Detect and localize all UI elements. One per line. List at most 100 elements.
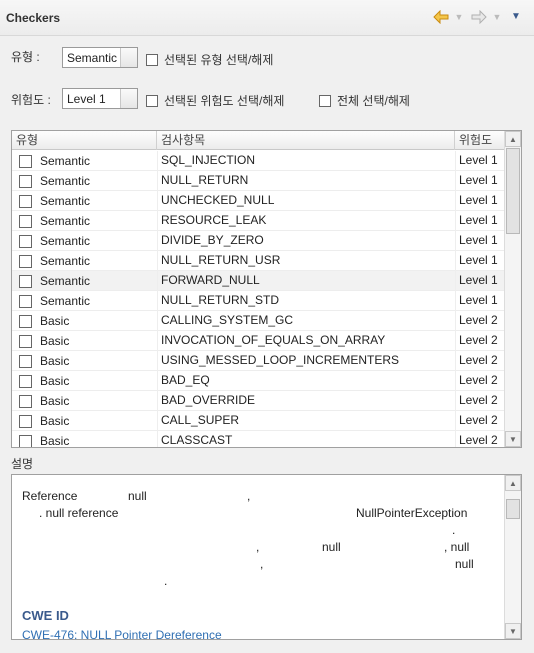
description-scrollbar[interactable]: ▲ ▼ (504, 475, 521, 639)
row-type: Semantic (40, 193, 91, 208)
view-title: Checkers (6, 11, 61, 25)
description-text: NullPointerException (356, 506, 468, 520)
chevron-down-icon[interactable]: ▼ (511, 11, 521, 22)
table-row[interactable]: Basic INVOCATION_OF_EQUALS_ON_ARRAY Level … (12, 331, 505, 351)
row-checker-name: NULL_RETURN_STD (161, 293, 280, 307)
cwe-link[interactable]: CWE-476: NULL Pointer Dereference (22, 628, 222, 640)
row-level: Level 1 (459, 193, 498, 207)
row-level: Level 2 (459, 353, 498, 367)
type-filter-row: 유형 : (11, 48, 40, 65)
table-row[interactable]: Basic BAD_OVERRIDE Level 2 (12, 391, 505, 411)
type-combo[interactable]: Semantic (62, 47, 138, 68)
table-row[interactable]: Semantic NULL_RETURN Level 1 (12, 171, 505, 191)
all-toggle[interactable]: 전체 선택/해제 (319, 92, 410, 109)
row-checker-name: BAD_OVERRIDE (161, 393, 256, 407)
row-checkbox[interactable] (19, 194, 32, 208)
row-type-cell: Basic (12, 411, 153, 431)
row-checkbox[interactable] (19, 334, 32, 348)
table-row[interactable]: Semantic RESOURCE_LEAK Level 1 (12, 211, 505, 231)
scroll-thumb[interactable] (506, 148, 520, 234)
row-level: Level 1 (459, 213, 498, 227)
combo-arrow-icon[interactable] (120, 48, 137, 67)
scroll-down-icon[interactable]: ▼ (505, 431, 521, 447)
row-checkbox[interactable] (19, 234, 32, 248)
arrow-right-icon[interactable] (470, 9, 488, 25)
row-checkbox[interactable] (19, 394, 32, 408)
row-checkbox[interactable] (19, 354, 32, 368)
arrow-left-icon[interactable] (432, 9, 450, 25)
table-row[interactable]: Semantic UNCHECKED_NULL Level 1 (12, 191, 505, 211)
description-text: null (455, 557, 474, 571)
row-checker-name: UNCHECKED_NULL (161, 193, 275, 207)
row-type: Semantic (40, 293, 91, 308)
column-header-type[interactable]: 유형 (12, 131, 157, 150)
all-toggle-checkbox[interactable] (319, 94, 331, 107)
description-text: , (247, 489, 251, 503)
row-type-cell: Basic (12, 371, 153, 391)
row-level: Level 1 (459, 173, 498, 187)
row-type: Basic (40, 353, 70, 368)
risk-toggle-checkbox[interactable] (146, 94, 158, 107)
row-type: Basic (40, 413, 70, 428)
row-checker-name: NULL_RETURN_USR (161, 253, 281, 267)
table-row[interactable]: Semantic SQL_INJECTION Level 1 (12, 151, 505, 171)
column-header-checker[interactable]: 검사항목 (157, 131, 455, 150)
scroll-up-icon[interactable]: ▲ (505, 131, 521, 147)
row-checkbox[interactable] (19, 314, 32, 328)
combo-arrow-icon[interactable] (120, 89, 137, 108)
type-toggle[interactable]: 선택된 유형 선택/해제 (146, 51, 273, 68)
table-row[interactable]: Semantic DIVIDE_BY_ZERO Level 1 (12, 231, 505, 251)
table-row[interactable]: Basic USING_MESSED_LOOP_INCREMENTERS Level… (12, 351, 505, 371)
table-row[interactable]: Basic BAD_EQ Level 2 (12, 371, 505, 391)
row-checkbox[interactable] (19, 294, 32, 308)
table-row[interactable]: Semantic FORWARD_NULL Level 1 (12, 271, 505, 291)
row-type-cell: Basic (12, 351, 153, 371)
row-checker-name: NULL_RETURN (161, 173, 249, 187)
table-row[interactable]: Basic CLASSCAST Level 2 (12, 431, 505, 447)
view-title-bar: Checkers ▼ ▼ ▼ (0, 0, 534, 36)
row-checkbox[interactable] (19, 434, 32, 447)
row-checkbox[interactable] (19, 414, 32, 428)
risk-toggle-label: 선택된 위험도 선택/해제 (164, 94, 285, 108)
description-text: null (322, 540, 341, 554)
row-checkbox[interactable] (19, 274, 32, 288)
row-level: Level 2 (459, 433, 498, 447)
row-checkbox[interactable] (19, 174, 32, 188)
scroll-up-icon[interactable]: ▲ (505, 475, 521, 491)
risk-toggle[interactable]: 선택된 위험도 선택/해제 (146, 92, 284, 109)
table-row[interactable]: Basic CALL_SUPER Level 2 (12, 411, 505, 431)
row-checker-name: CLASSCAST (161, 433, 233, 447)
row-checkbox[interactable] (19, 374, 32, 388)
risk-combo[interactable]: Level 1 (62, 88, 138, 109)
row-level: Level 2 (459, 313, 498, 327)
type-toggle-checkbox[interactable] (146, 53, 158, 66)
row-checkbox[interactable] (19, 154, 32, 168)
row-type-cell: Semantic (12, 191, 153, 211)
column-header-level[interactable]: 위험도 (455, 131, 505, 150)
row-type-cell: Semantic (12, 171, 153, 191)
row-checkbox[interactable] (19, 214, 32, 228)
scroll-down-icon[interactable]: ▼ (505, 623, 521, 639)
row-type: Semantic (40, 153, 91, 168)
table-scrollbar[interactable]: ▲ ▼ (504, 131, 521, 447)
row-type: Basic (40, 373, 70, 388)
row-type-cell: Basic (12, 331, 153, 351)
description-text: . null reference (39, 506, 119, 520)
row-checker-name: USING_MESSED_LOOP_INCREMENTERS (161, 353, 400, 367)
scroll-thumb[interactable] (506, 499, 520, 519)
row-checker-name: DIVIDE_BY_ZERO (161, 233, 264, 247)
table-row[interactable]: Basic CALLING_SYSTEM_GC Level 2 (12, 311, 505, 331)
back-dropdown-icon[interactable]: ▼ (454, 12, 464, 22)
row-level: Level 1 (459, 253, 498, 267)
row-type: Semantic (40, 213, 91, 228)
all-toggle-label: 전체 선택/해제 (337, 94, 410, 108)
row-type-cell: Semantic (12, 231, 153, 251)
row-type-cell: Semantic (12, 251, 153, 271)
forward-dropdown-icon[interactable]: ▼ (492, 12, 502, 22)
row-checkbox[interactable] (19, 254, 32, 268)
table-row[interactable]: Semantic NULL_RETURN_USR Level 1 (12, 251, 505, 271)
risk-filter-row: 위험도 : (11, 91, 51, 108)
table-row[interactable]: Semantic NULL_RETURN_STD Level 1 (12, 291, 505, 311)
row-checker-name: INVOCATION_OF_EQUALS_ON_ARRAY (161, 333, 386, 347)
row-type-cell: Semantic (12, 291, 153, 311)
